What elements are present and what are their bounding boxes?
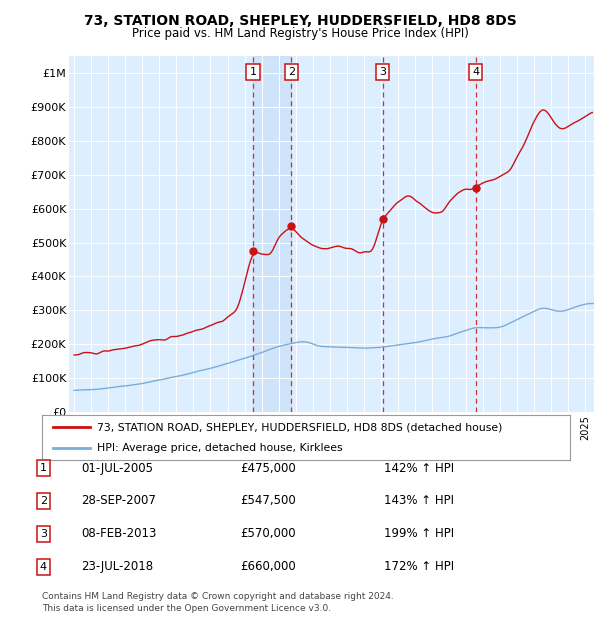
Text: 01-JUL-2005: 01-JUL-2005: [81, 462, 153, 474]
Text: £570,000: £570,000: [240, 528, 296, 540]
Text: Contains HM Land Registry data © Crown copyright and database right 2024.: Contains HM Land Registry data © Crown c…: [42, 592, 394, 601]
Text: 199% ↑ HPI: 199% ↑ HPI: [384, 528, 454, 540]
Bar: [253, 56, 292, 412]
Text: This data is licensed under the Open Government Licence v3.0.: This data is licensed under the Open Gov…: [42, 604, 331, 613]
Text: 2: 2: [288, 67, 295, 77]
Text: 2: 2: [40, 496, 47, 506]
Text: 142% ↑ HPI: 142% ↑ HPI: [384, 462, 454, 474]
Text: HPI: Average price, detached house, Kirklees: HPI: Average price, detached house, Kirk…: [97, 443, 343, 453]
Text: 3: 3: [379, 67, 386, 77]
Text: 73, STATION ROAD, SHEPLEY, HUDDERSFIELD, HD8 8DS: 73, STATION ROAD, SHEPLEY, HUDDERSFIELD,…: [83, 14, 517, 28]
Text: 3: 3: [40, 529, 47, 539]
Text: 172% ↑ HPI: 172% ↑ HPI: [384, 560, 454, 573]
Text: 23-JUL-2018: 23-JUL-2018: [81, 560, 153, 573]
Text: 4: 4: [40, 562, 47, 572]
Text: 08-FEB-2013: 08-FEB-2013: [81, 528, 157, 540]
Text: £475,000: £475,000: [240, 462, 296, 474]
Text: 1: 1: [40, 463, 47, 473]
Text: £547,500: £547,500: [240, 495, 296, 507]
Text: 73, STATION ROAD, SHEPLEY, HUDDERSFIELD, HD8 8DS (detached house): 73, STATION ROAD, SHEPLEY, HUDDERSFIELD,…: [97, 422, 503, 432]
Text: £660,000: £660,000: [240, 560, 296, 573]
Text: 1: 1: [250, 67, 257, 77]
Text: 143% ↑ HPI: 143% ↑ HPI: [384, 495, 454, 507]
Text: Price paid vs. HM Land Registry's House Price Index (HPI): Price paid vs. HM Land Registry's House …: [131, 27, 469, 40]
Text: 4: 4: [472, 67, 479, 77]
Text: 28-SEP-2007: 28-SEP-2007: [81, 495, 156, 507]
